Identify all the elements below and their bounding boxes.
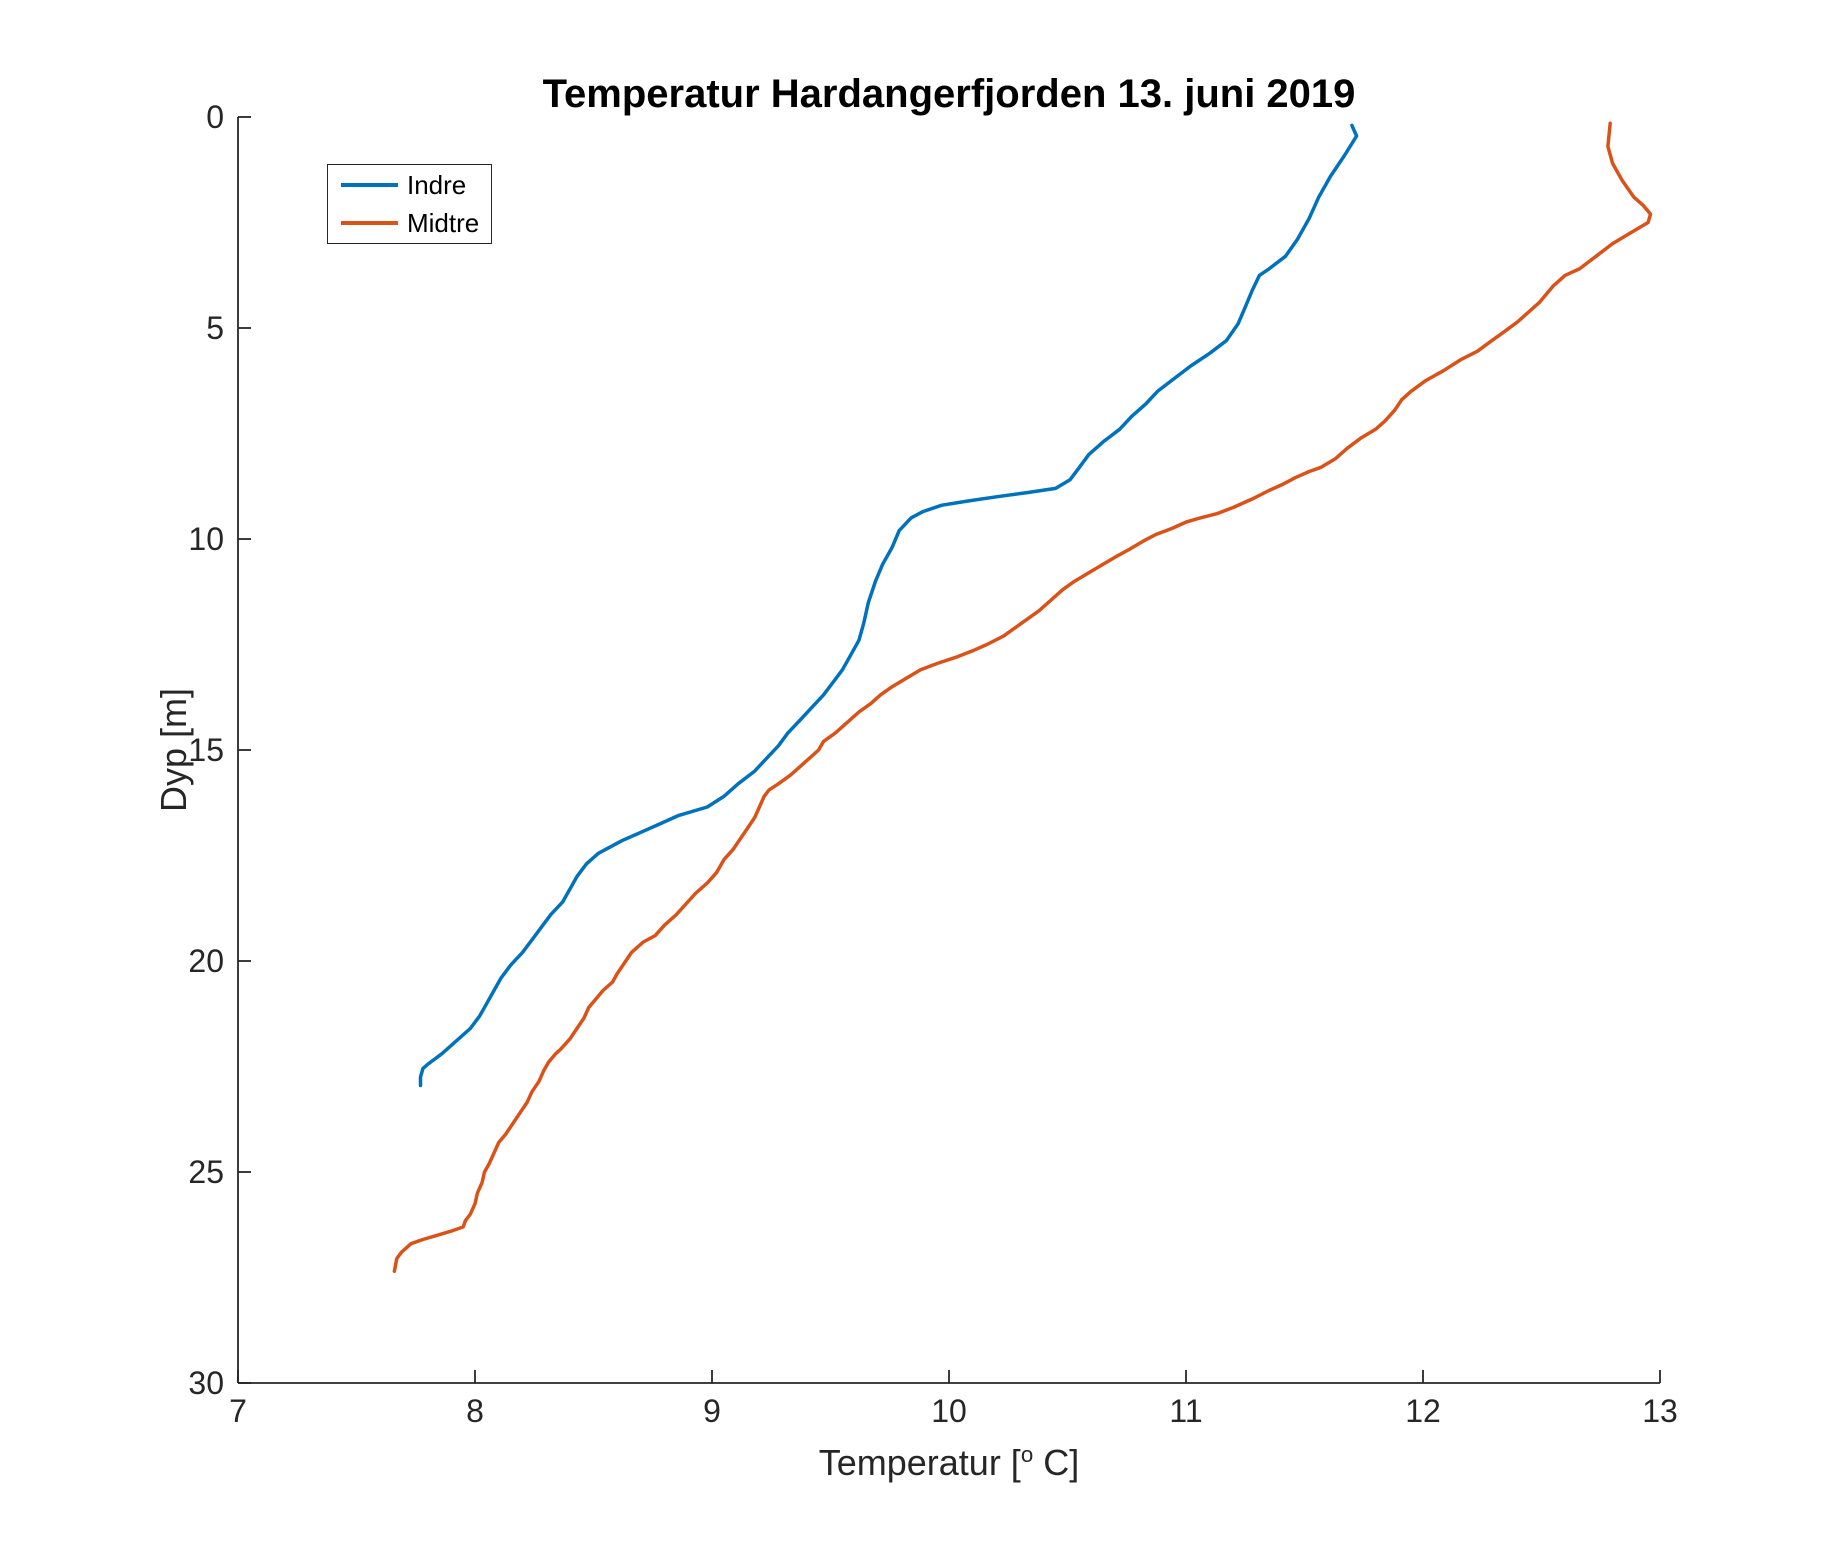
x-axis-label-degree: o (1020, 1442, 1034, 1467)
legend: Indre Midtre (327, 164, 492, 244)
x-tick-label: 11 (1169, 1393, 1203, 1429)
legend-item-indre: Indre (328, 167, 491, 203)
x-axis-label: Temperatur [o C] (238, 1442, 1660, 1484)
x-tick-label: 9 (703, 1393, 721, 1429)
legend-item-midtre: Midtre (328, 205, 491, 241)
x-axis-label-suffix: C] (1033, 1442, 1080, 1483)
x-tick-label: 8 (466, 1393, 484, 1429)
midtre-line-swatch (341, 221, 398, 225)
y-tick-label: 0 (206, 99, 224, 135)
legend-label-indre: Indre (407, 170, 467, 200)
series-line-indre (418, 123, 1359, 1088)
y-tick-label: 30 (188, 1365, 224, 1401)
x-axis-label-prefix: Temperatur [ (818, 1442, 1021, 1483)
x-tick-label: 10 (931, 1393, 967, 1429)
chart-title: Temperatur Hardangerfjorden 13. juni 201… (542, 72, 1356, 116)
series-line-midtre (392, 121, 1653, 1273)
y-tick-label: 5 (206, 310, 224, 346)
indre-line-swatch (341, 183, 398, 187)
y-tick-label: 20 (188, 943, 224, 979)
x-tick-label: 13 (1642, 1393, 1678, 1429)
y-axis-label: Dyp [m] (153, 688, 194, 813)
y-tick-label: 10 (188, 521, 224, 557)
legend-label-midtre: Midtre (407, 208, 480, 238)
y-tick-label: 25 (188, 1154, 224, 1190)
y-tick-label: 15 (188, 732, 224, 768)
x-tick-label: 7 (229, 1393, 247, 1429)
x-tick-label: 12 (1405, 1393, 1441, 1429)
